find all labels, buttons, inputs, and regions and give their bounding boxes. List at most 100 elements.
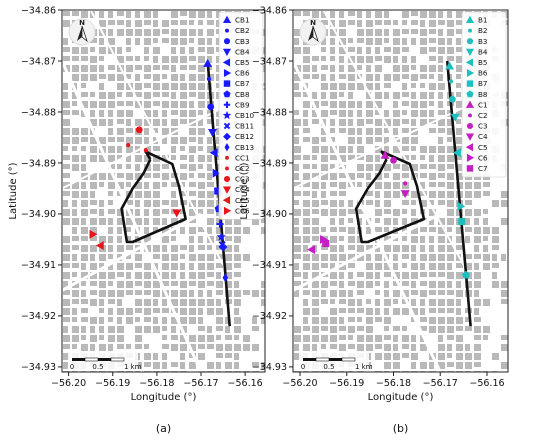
point-cb4 (208, 128, 217, 137)
legend-marker-c5 (465, 143, 474, 152)
legend-label: CB8 (235, 90, 250, 99)
legend-label: CB12 (235, 132, 254, 141)
legend-label: C3 (478, 122, 488, 131)
point-b3 (449, 95, 456, 103)
loop-route (120, 150, 187, 244)
legend-item: CC6 (223, 206, 250, 215)
legend-item: B5 (465, 58, 488, 67)
legend-item: CB13 (224, 143, 254, 152)
legend-item: CB7 (223, 79, 250, 88)
legend-marker-cc6 (223, 206, 232, 215)
point-cc2 (143, 148, 148, 153)
legend-marker-cb8 (223, 90, 231, 98)
point-b5 (452, 148, 461, 158)
y-tick-label: −34.92 (21, 311, 56, 322)
point-b7 (458, 218, 466, 226)
legend-marker-cb9 (223, 101, 231, 108)
point-cc3 (135, 126, 143, 134)
legend-marker-b1 (465, 15, 475, 24)
legend-marker-b7 (466, 80, 474, 87)
legend-label: C1 (478, 100, 488, 109)
point-cc5 (95, 241, 104, 251)
y-tick-label: −34.91 (21, 260, 56, 271)
legend-label: CB11 (235, 122, 254, 131)
panel-caption: (b) (393, 422, 409, 435)
y-tick-label: −34.87 (252, 56, 287, 67)
legend-label: C6 (478, 153, 488, 162)
y-tick-label: −34.90 (21, 209, 56, 220)
point-c3 (390, 157, 397, 164)
axes-frame (292, 9, 509, 373)
point-cb13 (222, 273, 229, 283)
point-b6 (457, 201, 466, 211)
legend-marker-cc5 (222, 196, 231, 205)
y-tick-label: −34.90 (252, 209, 287, 220)
y-tick-label: −34.89 (252, 158, 287, 169)
point-cb1 (203, 58, 213, 67)
station-points (307, 61, 470, 279)
legend-marker-b8 (466, 90, 474, 98)
y-tick-label: −34.91 (252, 260, 287, 271)
y-axis: −34.86 −34.87 −34.88 −34.89 −34.90 −34.91 −34.… (8, 5, 62, 373)
legend-item: C6 (466, 153, 488, 162)
scale-label-mid: 0.5 (323, 363, 334, 371)
legend-item: CB8 (223, 90, 250, 99)
x-tick-label: −56.20 (51, 378, 86, 389)
legend-item: CB10 (222, 110, 255, 120)
legend-item: CB11 (223, 122, 254, 131)
legend-item: CC2 (225, 164, 250, 173)
legend-label: CC5 (235, 196, 250, 205)
x-tick-label: −56.18 (139, 378, 174, 389)
legend-label: B7 (478, 79, 488, 88)
main-route (445, 60, 472, 327)
legend-label: CB2 (235, 26, 250, 35)
y-tick-label: −34.87 (21, 56, 56, 67)
legend-label: CB1 (235, 16, 250, 25)
legend-label: CC6 (235, 206, 250, 215)
point-b2 (448, 79, 454, 84)
legend-item: CB1 (222, 15, 250, 25)
legend-label: C7 (478, 164, 488, 173)
x-tick-label: −56.19 (95, 378, 130, 389)
legend-marker-cb10 (222, 110, 232, 120)
north-arrow-icon: N (68, 18, 96, 46)
map-background: N 0 0.5 1 km (293, 10, 508, 372)
legend-item: CB2 (225, 26, 250, 35)
legend-label: CB4 (235, 47, 250, 56)
legend-marker-cb12 (223, 132, 231, 141)
y-axis-label: Latitude (°) (8, 162, 19, 219)
legend-item: C2 (468, 111, 488, 120)
point-b8 (461, 270, 470, 279)
legend-item: CB3 (223, 37, 250, 46)
legend-item: CC1 (225, 153, 250, 162)
y-tick-label: −34.93 (252, 362, 287, 373)
legend-marker-cc1 (225, 155, 229, 160)
legend-item: B8 (466, 90, 488, 99)
legend-item: CB9 (223, 100, 250, 109)
legend-item: CB12 (223, 132, 254, 141)
legend-label: CB10 (235, 111, 255, 120)
point-cb6 (212, 168, 221, 178)
x-axis: −56.20 −56.19 −56.18 −56.17 −56.16 Longitude … (282, 372, 505, 403)
point-c1 (380, 150, 390, 159)
x-tick-label: −56.16 (469, 378, 504, 389)
x-axis-label: Longitude (°) (131, 392, 197, 403)
legend-marker-c6 (466, 153, 475, 162)
legend-item: C1 (465, 100, 488, 109)
legend-item: CB6 (223, 68, 250, 78)
legend-label: B8 (478, 90, 488, 99)
station-points (89, 58, 229, 283)
y-tick-label: −34.89 (21, 158, 56, 169)
point-cc4 (172, 209, 182, 218)
legend-marker-cb6 (223, 68, 232, 78)
legend-item: C3 (466, 122, 488, 131)
scale-bar: 0 0.5 1 km (299, 351, 373, 371)
north-label: N (310, 19, 316, 27)
legend-label: C2 (478, 111, 488, 120)
north-arrow-icon: N (299, 18, 327, 46)
point-b4 (450, 113, 460, 122)
legend-label: CC4 (235, 185, 250, 194)
legend-marker-cb1 (222, 15, 232, 24)
